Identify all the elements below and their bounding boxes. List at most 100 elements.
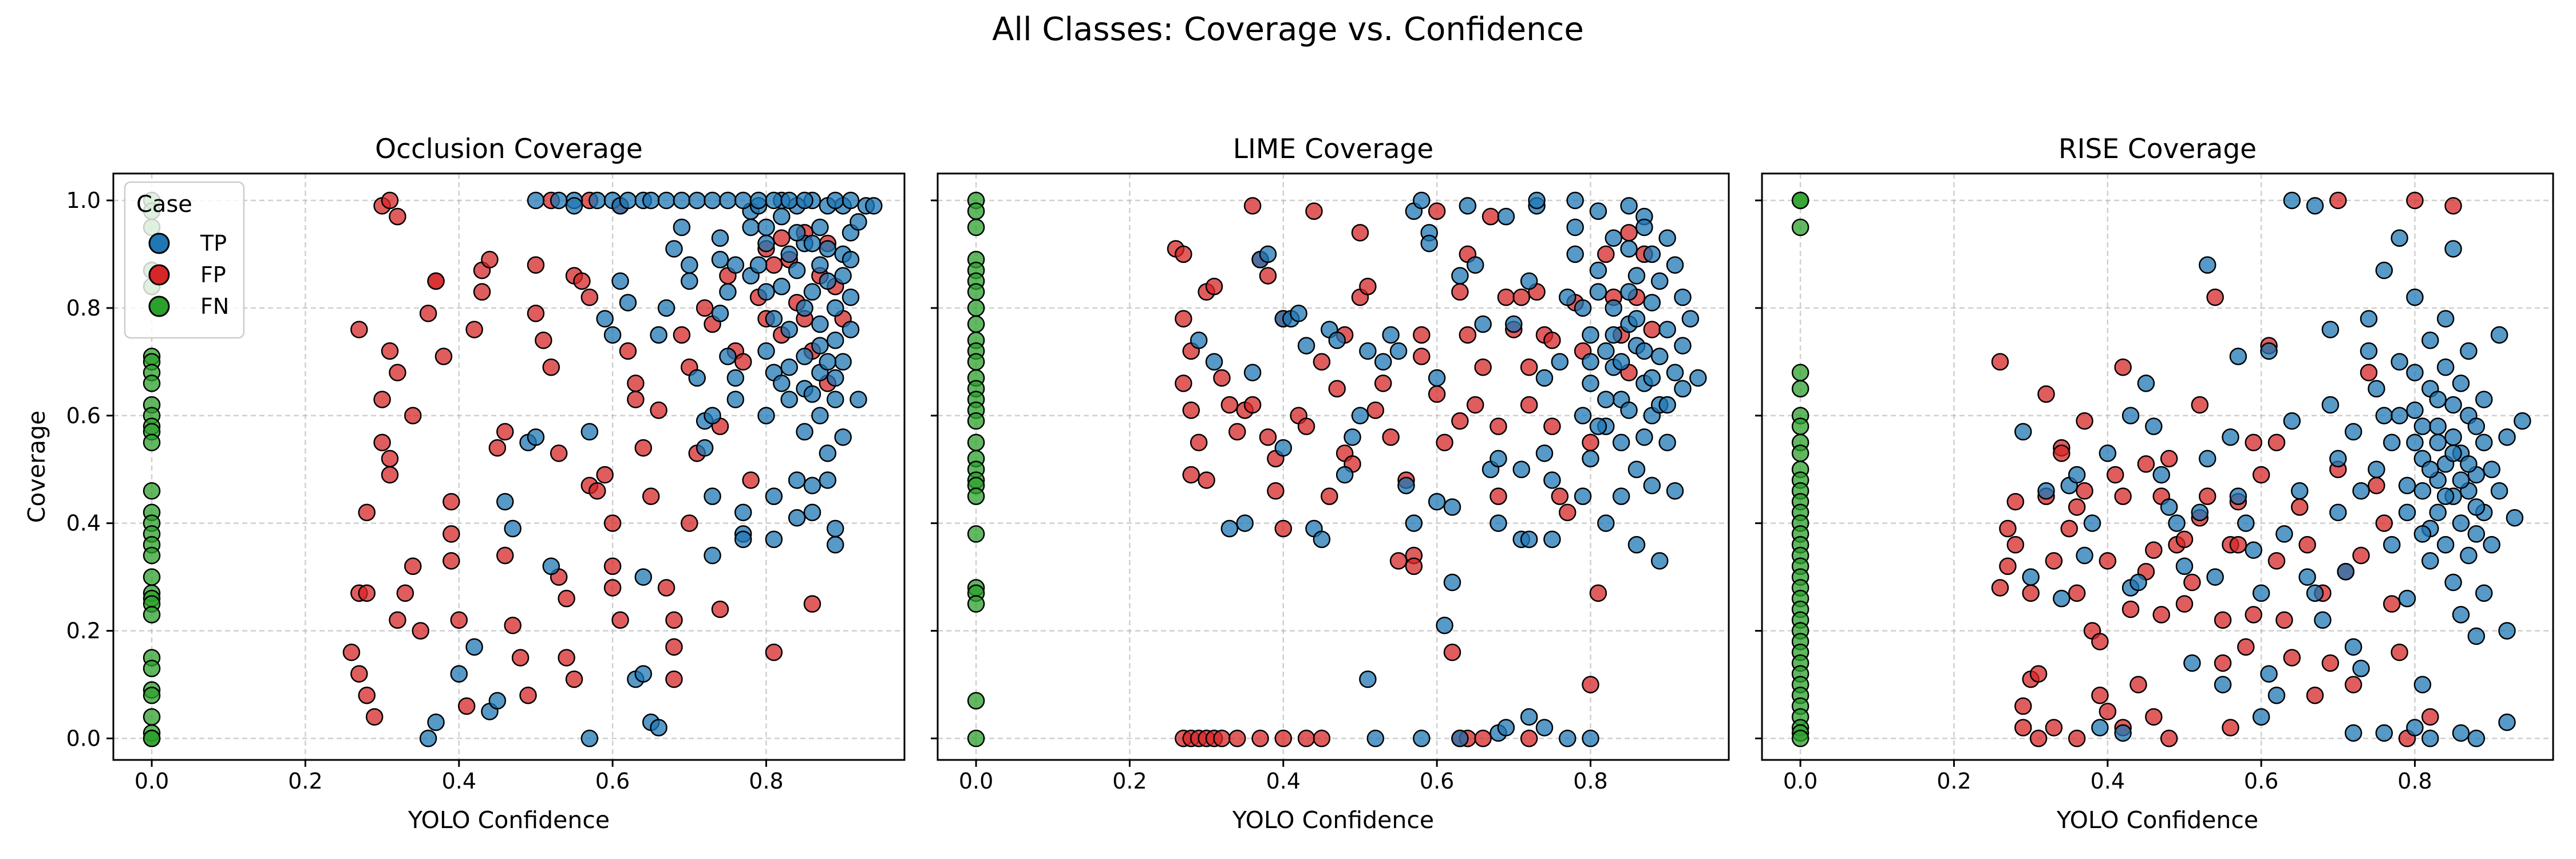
scatter-point-tp <box>657 299 675 317</box>
scatter-point-tp <box>1605 299 1622 317</box>
scatter-point-tp <box>527 191 545 210</box>
scatter-point-tp <box>742 218 760 237</box>
scatter-point-tp <box>2168 514 2186 532</box>
scatter-point-fp <box>1205 278 1223 295</box>
scatter-point-fp <box>627 391 645 408</box>
scatter-point-tp <box>796 423 813 441</box>
legend-marker-tp <box>148 233 170 254</box>
scatter-point-fp <box>1999 557 2017 576</box>
scatter-point-fp <box>558 589 575 608</box>
scatter-point-fp <box>1182 466 1200 484</box>
scatter-point-tp <box>1566 218 1584 237</box>
scatter-point-tp <box>803 234 821 253</box>
scatter-point-fp <box>619 342 637 360</box>
scatter-point-tp <box>2053 589 2071 608</box>
scatter-point-fn <box>143 606 161 624</box>
scatter-point-tp <box>657 191 675 210</box>
y-tick-label: 0.8 <box>66 295 101 321</box>
scatter-point-tp <box>1674 288 1692 306</box>
scatter-point-tp <box>1635 218 1653 237</box>
scatter-point-tp <box>734 503 752 522</box>
scatter-point-fp <box>1359 278 1377 295</box>
scatter-point-fp <box>2321 654 2340 672</box>
y-tick-label: 0.4 <box>66 511 101 536</box>
scatter-point-tp <box>611 272 629 290</box>
scatter-point-tp <box>688 191 706 210</box>
scatter-point-fp <box>1413 348 1431 365</box>
scatter-point-tp <box>1582 375 1599 392</box>
scatter-point-fp <box>2114 487 2132 505</box>
scatter-point-tp <box>1490 514 1507 532</box>
scatter-point-fp <box>634 439 653 457</box>
scatter-point-fp <box>442 492 460 511</box>
scatter-point-tp <box>1290 305 1307 322</box>
scatter-point-fn <box>143 687 161 704</box>
scatter-point-tp <box>2429 391 2447 408</box>
scatter-point-fp <box>2060 519 2078 538</box>
scatter-point-tp <box>819 240 837 258</box>
scatter-point-fp <box>565 670 583 688</box>
scatter-point-fp <box>2275 611 2293 629</box>
x-tick-label: 0.0 <box>1783 769 1818 794</box>
scatter-point-fp <box>481 251 499 269</box>
scatter-point-tp <box>2406 401 2424 419</box>
scatter-point-tp <box>1520 530 1538 549</box>
scatter-point-tp <box>681 256 698 274</box>
scatter-point-fp <box>1428 385 1446 403</box>
scatter-point-fp <box>1243 396 1262 414</box>
scatter-point-tp <box>826 299 844 317</box>
scatter-point-fp <box>2006 535 2025 554</box>
scatter-point-fn <box>967 353 985 371</box>
x-tick-label: 0.6 <box>1420 769 1454 794</box>
scatter-point-fp <box>2053 444 2071 462</box>
scatter-point-tp <box>2498 428 2516 446</box>
scatter-point-tp <box>650 326 667 344</box>
scatter-point-fn <box>1791 730 1809 747</box>
scatter-point-fp <box>2360 364 2378 381</box>
scatter-point-tp <box>2352 660 2370 677</box>
scatter-point-tp <box>634 665 653 683</box>
scatter-point-fp <box>1481 207 1500 226</box>
scatter-point-tp <box>2068 466 2086 484</box>
scatter-point-fp <box>1297 730 1315 747</box>
scatter-point-tp <box>788 471 806 489</box>
scatter-point-fp <box>2344 676 2362 693</box>
scatter-point-fp <box>1451 283 1469 301</box>
scatter-point-fp <box>1620 224 1638 242</box>
scatter-point-tp <box>2475 434 2493 451</box>
scatter-point-fp <box>1428 202 1446 220</box>
scatter-point-tp <box>603 326 622 344</box>
scatter-point-fp <box>389 364 406 381</box>
scatter-point-tp <box>2260 665 2278 683</box>
scatter-point-tp <box>1382 326 1400 344</box>
scatter-point-fp <box>1520 730 1538 747</box>
scatter-point-fp <box>1490 487 1507 505</box>
scatter-point-tp <box>596 310 614 328</box>
scatter-point-tp <box>2360 342 2378 360</box>
scatter-point-tp <box>2237 514 2255 532</box>
scatter-point-tp <box>1236 514 1254 532</box>
scatter-point-tp <box>2444 573 2462 592</box>
scatter-point-tp <box>1459 197 1477 215</box>
scatter-point-fp <box>1991 353 2009 371</box>
scatter-point-tp <box>1451 730 1469 747</box>
scatter-point-fn <box>967 202 985 220</box>
scatter-point-tp <box>819 353 837 371</box>
scatter-point-tp <box>2306 584 2324 602</box>
scatter-point-tp <box>2483 535 2500 554</box>
scatter-point-tp <box>642 191 660 210</box>
scatter-point-tp <box>1674 337 1692 354</box>
scatter-point-tp <box>1582 450 1599 468</box>
scatter-point-tp <box>2306 197 2324 215</box>
scatter-point-tp <box>773 207 791 226</box>
scatter-point-fn <box>143 375 161 392</box>
scatter-point-tp <box>1389 342 1408 360</box>
scatter-point-tp <box>1558 288 1577 306</box>
scatter-point-fp <box>665 670 683 688</box>
scatter-point-tp <box>1612 353 1630 371</box>
scatter-point-tp <box>1436 616 1453 635</box>
scatter-point-tp <box>2206 568 2224 586</box>
scatter-point-tp <box>704 487 721 505</box>
scatter-point-fp <box>1198 471 1215 489</box>
scatter-point-tp <box>2198 450 2217 468</box>
